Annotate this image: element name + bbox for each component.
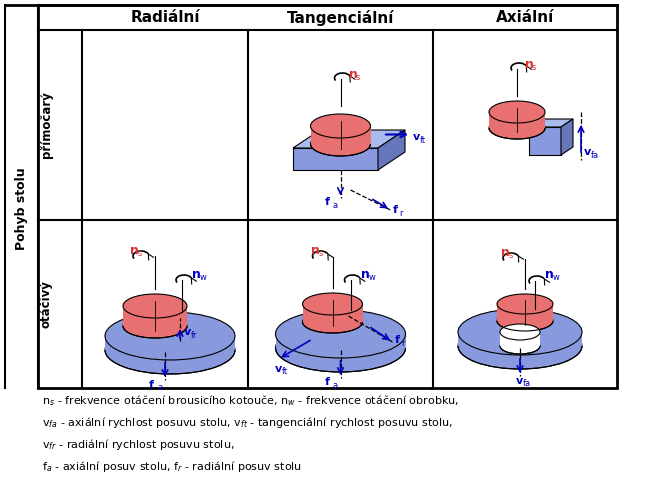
Text: Pohyb stolu: Pohyb stolu <box>15 168 28 250</box>
Polygon shape <box>529 127 561 155</box>
Polygon shape <box>500 332 540 346</box>
Polygon shape <box>123 306 187 326</box>
Ellipse shape <box>497 311 553 331</box>
Text: s: s <box>532 62 536 71</box>
Polygon shape <box>105 336 235 350</box>
Ellipse shape <box>489 117 545 139</box>
Text: f: f <box>393 205 397 215</box>
Text: Axiální: Axiální <box>496 10 554 25</box>
Text: f: f <box>325 197 329 207</box>
Ellipse shape <box>276 324 405 372</box>
Text: r: r <box>401 338 405 347</box>
Ellipse shape <box>497 294 553 314</box>
Text: f: f <box>325 377 329 387</box>
Text: f$_a$ - axiální posuv stolu, f$_r$ - radiální posuv stolu: f$_a$ - axiální posuv stolu, f$_r$ - rad… <box>42 459 302 474</box>
Text: Tangenciální: Tangenciální <box>287 9 394 26</box>
Text: n: n <box>360 268 369 280</box>
Ellipse shape <box>303 311 362 333</box>
Text: v: v <box>584 147 591 157</box>
Text: w: w <box>200 273 207 281</box>
Ellipse shape <box>105 312 235 360</box>
Text: v: v <box>516 376 523 386</box>
Text: n: n <box>130 245 139 257</box>
Polygon shape <box>561 119 573 155</box>
Text: n$_s$ - frekvence otáčení brousicího kotouče, n$_w$ - frekvence otáčení obrobku,: n$_s$ - frekvence otáčení brousicího kot… <box>42 393 459 408</box>
Ellipse shape <box>489 101 545 123</box>
Text: a: a <box>333 201 338 210</box>
Text: v: v <box>274 364 282 374</box>
Text: n: n <box>501 246 510 259</box>
Ellipse shape <box>311 132 370 156</box>
Text: n: n <box>348 67 358 81</box>
Text: v: v <box>184 327 191 337</box>
Polygon shape <box>276 334 405 348</box>
Polygon shape <box>311 126 370 144</box>
Text: v$_{fa}$ - axiální rychlost posuvu stolu, v$_{ft}$ - tangenciální rychlost posuv: v$_{fa}$ - axiální rychlost posuvu stolu… <box>42 415 453 430</box>
Ellipse shape <box>500 324 540 340</box>
Text: w: w <box>553 274 560 282</box>
Text: ft: ft <box>282 368 288 376</box>
Ellipse shape <box>123 314 187 338</box>
Text: a: a <box>333 380 338 390</box>
Text: otáčivý: otáčivý <box>40 280 52 328</box>
Text: r: r <box>399 209 403 217</box>
Text: n: n <box>192 268 201 280</box>
Polygon shape <box>303 304 362 322</box>
Text: Radiální: Radiální <box>130 10 200 25</box>
Text: s: s <box>356 72 360 82</box>
Text: v: v <box>413 132 420 143</box>
Text: f: f <box>395 335 399 345</box>
Text: ft: ft <box>420 136 426 145</box>
Text: přímočarý: přímočarý <box>40 92 52 158</box>
Text: f: f <box>149 380 154 390</box>
Polygon shape <box>489 112 545 128</box>
Text: fa: fa <box>591 151 599 159</box>
Polygon shape <box>529 119 573 127</box>
Ellipse shape <box>303 293 362 315</box>
Ellipse shape <box>276 310 405 358</box>
Polygon shape <box>458 332 582 346</box>
Polygon shape <box>378 130 405 170</box>
Text: fr: fr <box>191 331 197 339</box>
Polygon shape <box>293 130 405 148</box>
Ellipse shape <box>458 309 582 355</box>
Ellipse shape <box>311 114 370 138</box>
Text: s: s <box>138 249 142 258</box>
Text: n: n <box>545 269 554 281</box>
Text: fa: fa <box>523 379 531 389</box>
Ellipse shape <box>123 294 187 318</box>
Text: v$_{fr}$ - radiální rychlost posuvu stolu,: v$_{fr}$ - radiální rychlost posuvu stol… <box>42 437 234 452</box>
Polygon shape <box>293 148 378 170</box>
Ellipse shape <box>500 338 540 354</box>
Text: n: n <box>311 245 319 257</box>
Text: s: s <box>319 249 323 258</box>
Text: w: w <box>368 273 375 281</box>
Text: s: s <box>509 251 513 260</box>
Ellipse shape <box>458 323 582 369</box>
Text: n: n <box>525 58 534 70</box>
Ellipse shape <box>105 326 235 374</box>
Text: a: a <box>157 383 162 393</box>
Polygon shape <box>497 304 553 321</box>
